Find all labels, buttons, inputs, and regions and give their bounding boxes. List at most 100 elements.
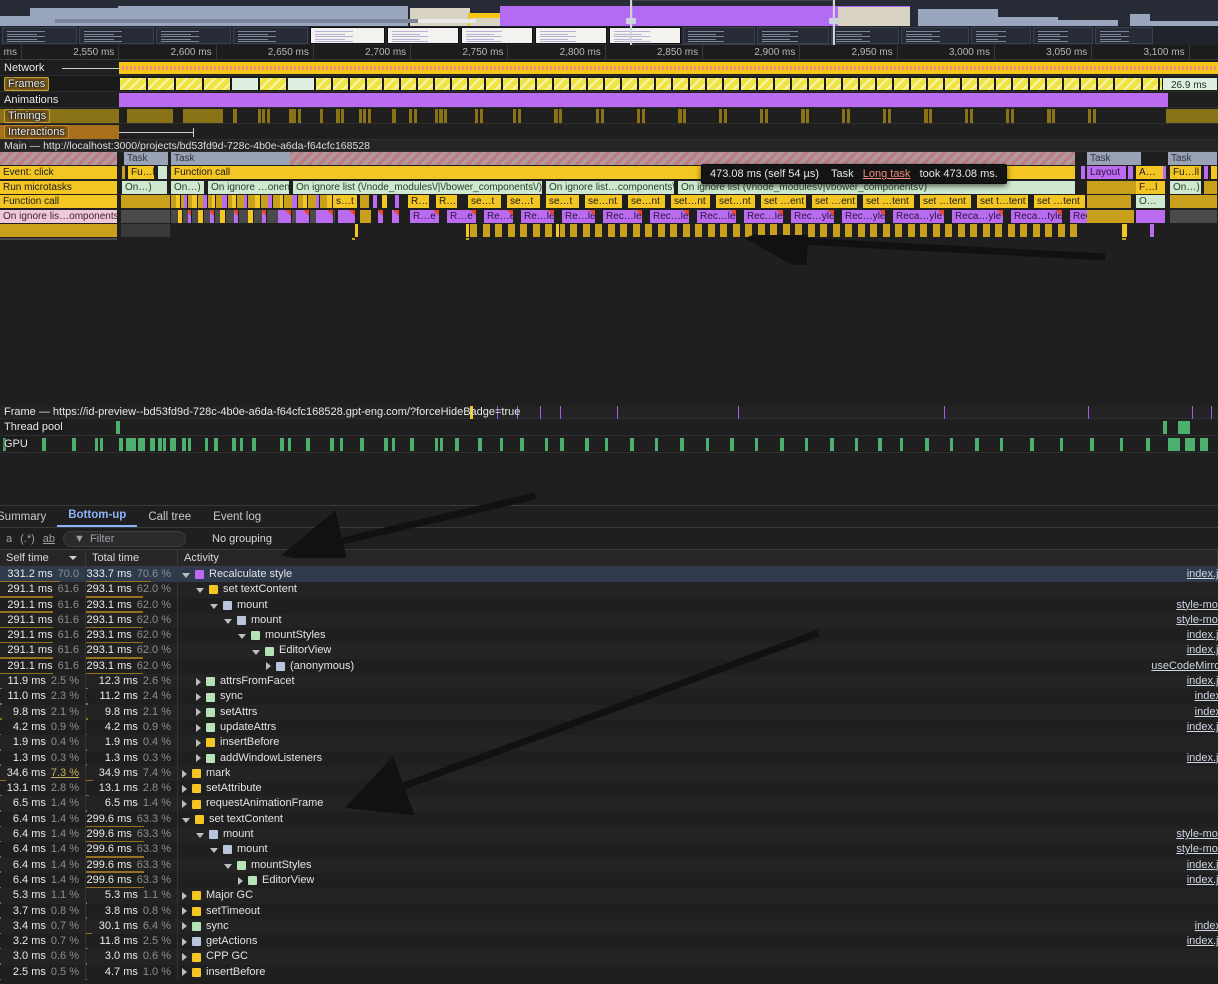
timing-mark[interactable]: [233, 109, 237, 123]
flame-bar[interactable]: [203, 195, 208, 208]
gpu-task[interactable]: [1168, 438, 1180, 451]
grouping-select[interactable]: No grouping: [212, 533, 342, 545]
overview-window-handle-left[interactable]: [626, 18, 636, 24]
flame-bar[interactable]: [595, 224, 603, 237]
timing-mark[interactable]: [183, 109, 223, 123]
timing-mark[interactable]: [888, 109, 891, 123]
timing-mark[interactable]: [642, 109, 645, 123]
flame-bar[interactable]: [1170, 195, 1218, 208]
gpu-task[interactable]: [330, 438, 334, 451]
expand-triangle-right-icon[interactable]: [182, 800, 187, 808]
flame-bar[interactable]: [820, 224, 828, 237]
gpu-task[interactable]: [100, 438, 103, 451]
flame-bar[interactable]: [670, 224, 678, 237]
flame-bar[interactable]: [466, 224, 470, 237]
timing-mark[interactable]: [258, 109, 261, 123]
flame-bar[interactable]: [280, 195, 284, 208]
flame-bar[interactable]: [658, 224, 666, 237]
gpu-task[interactable]: [780, 438, 784, 451]
timing-mark[interactable]: [559, 109, 562, 123]
frame-block[interactable]: [1080, 77, 1097, 91]
frame-block[interactable]: [502, 77, 519, 91]
animation-bar[interactable]: [119, 93, 1168, 107]
frame-block[interactable]: [259, 77, 287, 91]
gpu-task[interactable]: [138, 438, 145, 451]
timing-mark[interactable]: [392, 109, 396, 123]
flame-bar-recalculate-style[interactable]: [262, 210, 267, 223]
flame-bar-set-textcontent[interactable]: set …tent: [1034, 195, 1086, 208]
overview-window-handle-right[interactable]: [829, 18, 839, 24]
filmstrip-frame[interactable]: [831, 27, 899, 44]
flame-bar-set-textcontent[interactable]: se…nt: [628, 195, 666, 208]
flame-bar[interactable]: [121, 224, 171, 237]
filmstrip-frame[interactable]: [156, 27, 231, 44]
gpu-task[interactable]: [805, 438, 808, 451]
gpu-task[interactable]: [170, 438, 176, 451]
timing-mark[interactable]: [596, 109, 599, 123]
flame-bar[interactable]: [378, 210, 384, 223]
flame-bar[interactable]: [945, 224, 953, 237]
timing-mark[interactable]: [1047, 109, 1051, 123]
flame-bar[interactable]: [360, 210, 372, 223]
source-link[interactable]: style-mod: [1176, 598, 1218, 613]
flame-bar[interactable]: [122, 166, 126, 179]
frame-block[interactable]: [757, 77, 774, 91]
flame-bar-recalculate-style[interactable]: [210, 210, 215, 223]
timing-mark[interactable]: [929, 109, 932, 123]
timing-mark[interactable]: [1093, 109, 1096, 123]
flame-bar[interactable]: [268, 195, 273, 208]
expand-triangle-down-icon[interactable]: [210, 848, 218, 853]
flame-bar[interactable]: [392, 210, 400, 223]
gpu-task[interactable]: [126, 438, 136, 451]
tab-event-log[interactable]: Event log: [202, 508, 272, 527]
flame-bar[interactable]: [222, 195, 228, 208]
gpu-task[interactable]: [42, 438, 46, 451]
expand-triangle-right-icon[interactable]: [182, 938, 187, 946]
flame-bar-recalculate-style[interactable]: [338, 210, 356, 223]
flame-bar[interactable]: [1122, 224, 1128, 237]
filmstrip-frame[interactable]: [387, 27, 459, 44]
flame-bar[interactable]: R…: [408, 195, 430, 208]
timing-mark[interactable]: [1011, 109, 1014, 123]
timing-mark[interactable]: [480, 109, 483, 123]
frame-block[interactable]: [893, 77, 910, 91]
flame-bar-task[interactable]: Task: [1168, 152, 1218, 165]
track-timings[interactable]: Timings: [0, 108, 1218, 124]
timing-mark[interactable]: [678, 109, 682, 123]
frame-block[interactable]: [119, 77, 147, 91]
frame-block[interactable]: [995, 77, 1012, 91]
flame-bar-set-textcontent[interactable]: se…t: [468, 195, 502, 208]
gpu-task[interactable]: [280, 438, 284, 451]
thread-pool-event[interactable]: [116, 421, 120, 434]
timing-mark[interactable]: [554, 109, 558, 123]
expand-triangle-right-icon[interactable]: [196, 754, 201, 762]
source-link[interactable]: index.js: [1187, 567, 1218, 582]
flame-bar-on-ignore-list[interactable]: On ignore list (\/node_modules\/|\/bower…: [293, 181, 543, 194]
regex-icon[interactable]: (.*): [20, 533, 35, 545]
flame-bar[interactable]: [683, 224, 691, 237]
flame-bar[interactable]: [483, 224, 491, 237]
flame-bar-recalculate-style[interactable]: Reca…tyle: [1011, 210, 1063, 223]
gpu-task[interactable]: [72, 438, 76, 451]
expand-triangle-down-icon[interactable]: [224, 864, 232, 869]
flame-bar-recalculate-style[interactable]: Rec…le: [650, 210, 690, 223]
flame-bar[interactable]: [1033, 224, 1041, 237]
gpu-task[interactable]: [182, 438, 186, 451]
flame-bar-function-call[interactable]: Function call: [0, 195, 118, 208]
flame-bar[interactable]: [382, 195, 388, 208]
timing-mark[interactable]: [724, 109, 727, 123]
source-link[interactable]: style-mod: [1176, 613, 1218, 628]
flame-bar[interactable]: [373, 195, 378, 208]
expand-triangle-right-icon[interactable]: [196, 678, 201, 686]
filmstrip-frame[interactable]: [2, 27, 77, 44]
track-animations[interactable]: Animations: [0, 92, 1218, 108]
frame-block[interactable]: [791, 77, 808, 91]
gpu-task[interactable]: [214, 438, 218, 451]
flame-bar[interactable]: [895, 224, 903, 237]
gpu-task[interactable]: [1060, 438, 1063, 451]
timing-mark[interactable]: [1006, 109, 1009, 123]
source-link[interactable]: index.js: [1187, 674, 1218, 689]
